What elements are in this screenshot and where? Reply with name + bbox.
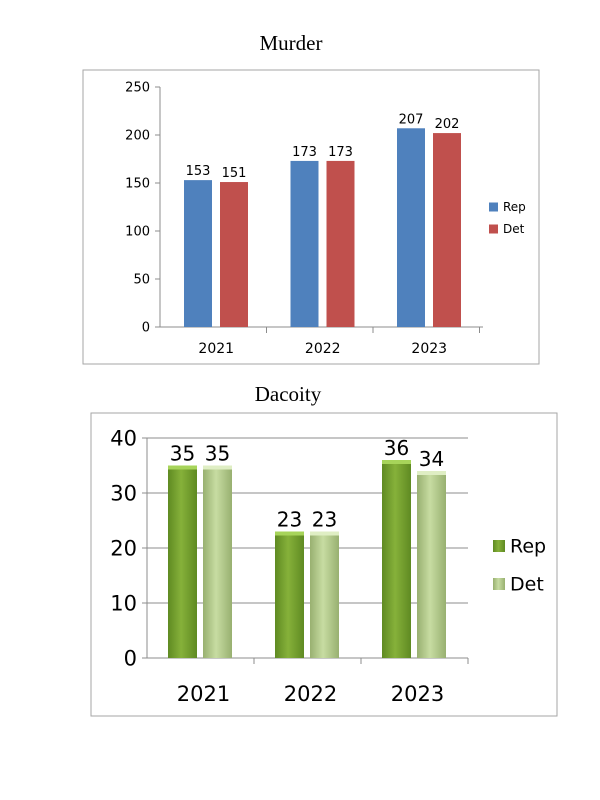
murder-y-tick-label: 250 xyxy=(125,81,150,96)
dacoity-data-label: 23 xyxy=(277,508,302,532)
murder-legend-swatch-det xyxy=(489,224,498,234)
murder-legend-label: Rep xyxy=(503,200,526,214)
dacoity-y-tick-label: 10 xyxy=(110,591,137,615)
dacoity-bar-rep xyxy=(382,460,411,658)
murder-data-label: 153 xyxy=(186,164,211,179)
dacoity-x-tick-label: 2022 xyxy=(284,682,337,706)
murder-y-tick-label: 200 xyxy=(125,129,150,144)
murder-chart-title: Murder xyxy=(259,31,323,55)
murder-bar-det xyxy=(433,133,461,327)
dacoity-x-tick-label: 2021 xyxy=(177,682,230,706)
dacoity-y-tick-label: 20 xyxy=(110,536,137,560)
murder-data-label: 173 xyxy=(292,145,317,160)
murder-y-tick-label: 100 xyxy=(125,225,150,240)
dacoity-x-tick-label: 2023 xyxy=(391,682,444,706)
murder-legend-swatch-rep xyxy=(489,202,498,212)
dacoity-data-label: 23 xyxy=(312,508,337,532)
dacoity-bar-det xyxy=(417,471,446,658)
dacoity-bar-top-highlight xyxy=(203,465,232,470)
dacoity-bar-det xyxy=(203,465,232,658)
dacoity-data-label: 36 xyxy=(384,436,409,460)
dacoity-chart-title: Dacoity xyxy=(254,382,322,406)
murder-y-tick-label: 50 xyxy=(133,273,150,288)
murder-legend-label: Det xyxy=(503,222,525,236)
murder-data-label: 151 xyxy=(222,166,247,181)
dacoity-bar-top-highlight xyxy=(168,465,197,470)
dacoity-y-tick-label: 0 xyxy=(124,646,137,670)
dacoity-data-label: 35 xyxy=(205,442,230,466)
murder-x-tick-label: 2023 xyxy=(411,341,447,357)
dacoity-bar-top-highlight xyxy=(417,471,446,475)
murder-bar-rep xyxy=(184,180,212,327)
murder-bar-rep xyxy=(397,128,425,327)
dacoity-data-label: 35 xyxy=(170,442,195,466)
dacoity-bar-rep xyxy=(275,531,304,658)
dacoity-legend-swatch-rep xyxy=(493,540,505,552)
murder-bar-det xyxy=(326,160,355,327)
dacoity-bar-top-highlight xyxy=(310,531,339,536)
murder-bar-rep xyxy=(290,160,319,327)
dacoity-legend-label: Rep xyxy=(510,536,546,558)
dacoity-bar-top-highlight xyxy=(275,531,304,536)
murder-y-tick-label: 150 xyxy=(125,177,150,192)
dacoity-legend-label: Det xyxy=(510,574,544,596)
murder-data-label: 173 xyxy=(328,145,353,160)
dacoity-bar-top-highlight xyxy=(382,460,411,464)
murder-data-label: 202 xyxy=(435,117,460,132)
murder-data-label: 207 xyxy=(399,112,424,127)
dacoity-legend-swatch-det xyxy=(493,578,505,590)
dacoity-y-tick-label: 30 xyxy=(110,481,137,505)
murder-y-tick-label: 0 xyxy=(142,321,150,336)
dacoity-bar-rep xyxy=(168,465,197,658)
murder-bar-det xyxy=(220,182,248,327)
dacoity-data-label: 34 xyxy=(419,447,444,471)
dacoity-bar-det xyxy=(310,531,339,658)
dacoity-y-tick-label: 40 xyxy=(110,426,137,450)
murder-x-tick-label: 2021 xyxy=(198,341,234,357)
murder-x-tick-label: 2022 xyxy=(305,341,341,357)
